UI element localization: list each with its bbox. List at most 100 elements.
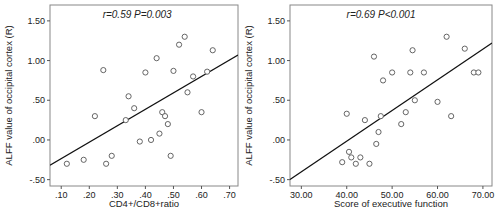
- point: [421, 70, 426, 75]
- point: [408, 70, 413, 75]
- point: [101, 67, 106, 72]
- x-tick: [346, 186, 347, 189]
- x-tick: [201, 186, 202, 189]
- y-axis-title: ALFF value of occipital cortex (R): [243, 25, 254, 165]
- x-tick-label: .60: [195, 190, 208, 200]
- point: [346, 149, 351, 154]
- point: [353, 161, 358, 166]
- point: [344, 111, 349, 116]
- y-tick: [47, 179, 50, 180]
- point: [165, 121, 170, 126]
- point: [412, 98, 417, 103]
- point: [109, 153, 114, 158]
- point: [148, 137, 153, 142]
- x-tick: [145, 186, 146, 189]
- point: [374, 141, 379, 146]
- point: [154, 56, 159, 61]
- x-tick-label: .20: [83, 190, 96, 200]
- y-tick-label: 1.50: [27, 16, 45, 26]
- panel: 30.0040.0050.0060.0070.00-.50.00.501.001…: [243, 5, 494, 209]
- y-tick-label: .00: [32, 135, 45, 145]
- point: [168, 153, 173, 158]
- x-tick: [229, 186, 230, 189]
- point: [157, 131, 162, 136]
- fit-line: [50, 55, 238, 165]
- y-tick-label: .50: [272, 95, 285, 105]
- x-tick: [173, 186, 174, 189]
- point: [205, 69, 210, 74]
- y-tick-label: 1.00: [267, 56, 285, 66]
- y-tick-label: 1.50: [267, 16, 285, 26]
- point: [462, 46, 467, 51]
- x-tick: [117, 186, 118, 189]
- point: [449, 114, 454, 119]
- point: [185, 90, 190, 95]
- y-tick: [287, 60, 290, 61]
- point: [410, 48, 415, 53]
- fit-line: [290, 43, 492, 180]
- panel: .10.20.30.40.50.60.70-.50.00.501.001.50C…: [3, 5, 238, 209]
- point: [182, 34, 187, 39]
- point: [476, 70, 481, 75]
- x-tick-label: 30.00: [290, 190, 313, 200]
- y-tick: [47, 20, 50, 21]
- y-tick-label: -.50: [269, 175, 285, 185]
- y-tick-label: .00: [272, 135, 285, 145]
- x-tick: [61, 186, 62, 189]
- point: [81, 157, 86, 162]
- x-axis-title: CD4+/CD8+ratio: [109, 198, 179, 209]
- point: [340, 160, 345, 165]
- data-area: [290, 34, 492, 179]
- x-tick: [89, 186, 90, 189]
- point: [399, 121, 404, 126]
- x-tick: [392, 186, 393, 189]
- point: [371, 54, 376, 59]
- point: [132, 106, 137, 111]
- y-tick: [287, 100, 290, 101]
- point: [92, 114, 97, 119]
- x-tick: [301, 186, 302, 189]
- data-area: [50, 34, 238, 166]
- point: [210, 48, 215, 53]
- point: [137, 139, 142, 144]
- x-axis-title: Score of executive function: [334, 198, 448, 209]
- point: [380, 78, 385, 83]
- y-tick: [47, 100, 50, 101]
- plot-frame: [290, 5, 492, 186]
- figure: .10.20.30.40.50.60.70-.50.00.501.001.50C…: [0, 0, 500, 209]
- y-tick: [47, 139, 50, 140]
- annotation: r=0.69 P<0.001: [347, 9, 416, 20]
- point: [362, 118, 367, 123]
- y-tick: [47, 60, 50, 61]
- y-tick-label: .50: [32, 95, 45, 105]
- point: [390, 70, 395, 75]
- point: [403, 110, 408, 115]
- y-axis-title: ALFF value of occipital cortex (R): [3, 25, 14, 165]
- point: [349, 155, 354, 160]
- point: [176, 42, 181, 47]
- point: [358, 155, 363, 160]
- point: [376, 129, 381, 134]
- y-tick-label: 1.00: [27, 56, 45, 66]
- point: [444, 34, 449, 39]
- point: [104, 161, 109, 166]
- plot-frame: [50, 5, 238, 186]
- point: [143, 70, 148, 75]
- x-tick: [437, 186, 438, 189]
- point: [378, 114, 383, 119]
- y-tick: [287, 139, 290, 140]
- y-tick-label: -.50: [29, 175, 45, 185]
- point: [123, 118, 128, 123]
- x-tick: [482, 186, 483, 189]
- x-tick-label: .70: [223, 190, 236, 200]
- annotation: r=0.59 P=0.003: [103, 9, 172, 20]
- y-tick: [287, 20, 290, 21]
- x-tick-label: 70.00: [472, 190, 495, 200]
- point: [171, 68, 176, 73]
- point: [64, 161, 69, 166]
- point: [367, 161, 372, 166]
- point: [191, 74, 196, 79]
- x-tick-label: .10: [55, 190, 68, 200]
- point: [199, 110, 204, 115]
- point: [435, 99, 440, 104]
